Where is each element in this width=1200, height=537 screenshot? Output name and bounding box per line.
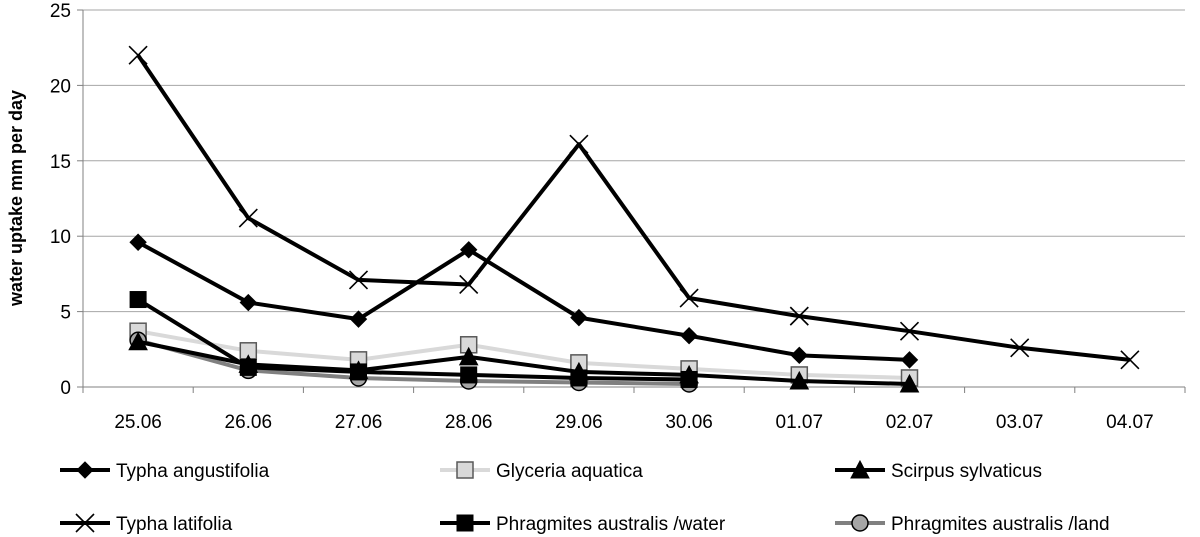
data-point <box>789 370 810 390</box>
data-point <box>899 373 920 393</box>
x-tick-label: 29.06 <box>555 412 603 433</box>
y-tick-label: 25 <box>50 1 71 22</box>
data-point <box>460 366 478 384</box>
data-point <box>129 233 147 251</box>
data-point <box>456 514 474 532</box>
data-point <box>851 514 869 532</box>
data-point <box>1010 338 1030 358</box>
data-point <box>349 310 368 328</box>
legend-item: Phragmites australis /land <box>835 514 1110 535</box>
data-point <box>129 291 147 309</box>
x-tick-label: 04.07 <box>1106 412 1154 433</box>
x-tick-label: 03.07 <box>996 412 1044 433</box>
y-tick-label: 10 <box>50 227 71 248</box>
x-tick-label: 01.07 <box>776 412 824 433</box>
data-point <box>76 461 94 479</box>
data-point <box>75 513 95 533</box>
legend-item: Scirpus sylvaticus <box>835 459 1042 482</box>
series-line <box>137 338 690 386</box>
data-point <box>900 351 919 369</box>
data-point <box>128 45 148 65</box>
series-line <box>137 240 910 362</box>
legend-label: Typha latifolia <box>116 514 233 535</box>
series-group <box>128 45 1140 393</box>
data-point <box>456 461 474 479</box>
data-point <box>569 134 589 154</box>
legend-label: Typha angustifolia <box>116 461 270 482</box>
y-tick-label: 5 <box>60 303 71 324</box>
legend-label: Scirpus sylvaticus <box>891 461 1042 482</box>
y-tick-label: 0 <box>60 378 71 399</box>
series-typha-angustifolia <box>129 233 919 369</box>
y-axis-label: water uptake mm per day <box>6 90 26 307</box>
x-axis-ticks: 25.06 26.06 27.06 28.06 29.06 30.06 01.07 02.07… <box>82 387 1186 433</box>
legend-item: Typha angustifolia <box>60 461 270 482</box>
x-tick-label: 02.07 <box>886 412 934 433</box>
data-point <box>679 288 699 308</box>
data-point <box>789 306 809 326</box>
legend-item: Typha latifolia <box>60 513 233 535</box>
x-tick-label: 25.06 <box>114 412 162 433</box>
series-typha-latifolia <box>128 45 1140 370</box>
data-point <box>899 321 920 341</box>
y-tick-label: 20 <box>50 76 71 97</box>
data-point <box>569 361 589 381</box>
data-point <box>850 459 870 479</box>
legend: Typha angustifolia Glyceria aquatica Scirp… <box>60 459 1110 535</box>
legend-label: Phragmites australis /land <box>891 514 1110 535</box>
y-axis-ticks: 0 5 10 15 20 25 <box>50 1 83 399</box>
data-point <box>458 346 479 366</box>
legend-item: Glyceria aquatica <box>440 461 643 482</box>
data-point <box>680 327 698 345</box>
series-line <box>136 54 1131 362</box>
series-scirpus-sylvaticus <box>128 331 920 393</box>
data-point <box>238 354 259 373</box>
gridlines <box>83 9 1185 313</box>
data-point <box>348 270 369 290</box>
legend-label: Phragmites australis /water <box>496 514 726 535</box>
data-point <box>570 308 588 327</box>
data-point <box>459 274 479 295</box>
data-point <box>239 293 258 312</box>
x-tick-label: 26.06 <box>225 412 273 433</box>
data-point <box>459 241 478 259</box>
x-tick-label: 28.06 <box>445 412 493 433</box>
data-point <box>790 346 809 365</box>
series-line <box>137 297 690 382</box>
axes <box>82 10 1185 388</box>
series-line <box>137 339 910 386</box>
legend-item: Phragmites australis /water <box>440 514 726 535</box>
y-tick-label: 15 <box>50 152 71 173</box>
x-tick-label: 30.06 <box>665 412 713 433</box>
data-point <box>679 364 699 384</box>
data-point <box>238 208 258 228</box>
series-line <box>137 329 910 380</box>
legend-label: Glyceria aquatica <box>496 461 643 482</box>
data-point <box>1120 350 1140 370</box>
data-point <box>348 360 369 379</box>
x-tick-label: 27.06 <box>335 412 383 433</box>
data-point <box>128 331 148 351</box>
